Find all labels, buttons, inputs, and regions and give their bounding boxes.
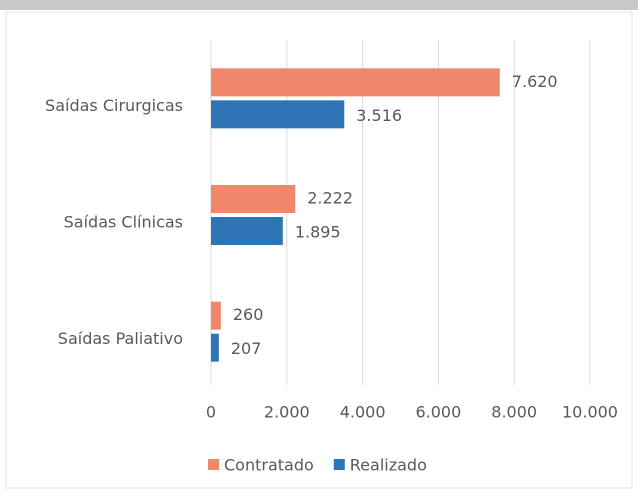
x-tick-label: 0	[206, 403, 216, 422]
value-label: 207	[231, 339, 262, 358]
top-strip	[0, 0, 638, 10]
bar	[211, 333, 219, 362]
category-label: Saídas Paliativo	[58, 329, 183, 348]
bar	[211, 100, 345, 129]
legend-swatch	[333, 459, 345, 470]
value-label: 1.895	[295, 223, 341, 242]
value-label: 260	[233, 305, 264, 324]
bar	[211, 217, 283, 245]
x-tick-label: 6.000	[415, 403, 461, 422]
x-tick-label: 8.000	[491, 403, 537, 422]
bar	[211, 301, 221, 330]
x-tick-label: 10.000	[562, 403, 618, 422]
bar	[211, 68, 500, 97]
x-tick-label: 2.000	[264, 403, 310, 422]
value-label: 7.620	[512, 72, 558, 91]
legend-swatch	[208, 459, 219, 470]
legend-label: Realizado	[350, 456, 427, 475]
x-tick-label: 4.000	[340, 403, 386, 422]
bar	[211, 185, 296, 213]
legend-label: Contratado	[224, 456, 314, 475]
value-label: 3.516	[356, 106, 402, 125]
value-label: 2.222	[307, 189, 353, 208]
category-label: Saídas Clínicas	[64, 213, 183, 232]
category-label: Saídas Cirurgicas	[45, 96, 183, 115]
